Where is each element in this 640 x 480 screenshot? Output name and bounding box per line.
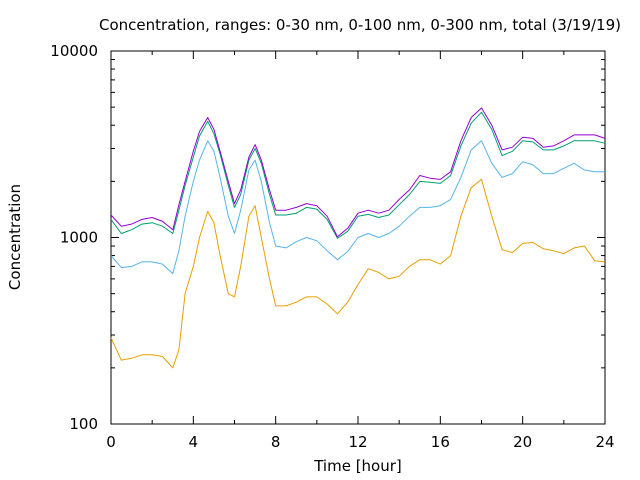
series-line-1 [110, 178, 606, 369]
x-tick-label: 8 [271, 433, 281, 451]
y-axis-label: Concentration [6, 184, 24, 290]
x-tick-label: 20 [513, 433, 532, 451]
series-line-2 [110, 140, 605, 275]
y-tick-label: 100 [69, 415, 98, 433]
x-tick-label: 24 [595, 433, 614, 451]
x-tick-label: 4 [189, 433, 199, 451]
x-axis: 0 4 8 12 16 20 24 [106, 51, 615, 451]
x-axis-label: Time [hour] [313, 457, 402, 475]
chart-title: Concentration, ranges: 0-30 nm, 0-100 nm… [99, 16, 621, 34]
x-tick-label: 12 [348, 433, 367, 451]
series-line-3 [110, 111, 606, 239]
x-tick-label: 16 [431, 433, 450, 451]
x-tick-label: 0 [106, 433, 116, 451]
y-tick-label: 10000 [50, 42, 98, 60]
series-line-4 [110, 107, 606, 238]
y-axis: 100 1000 10000 [50, 42, 605, 433]
y-tick-label: 1000 [60, 229, 98, 247]
series-lines [110, 107, 606, 369]
